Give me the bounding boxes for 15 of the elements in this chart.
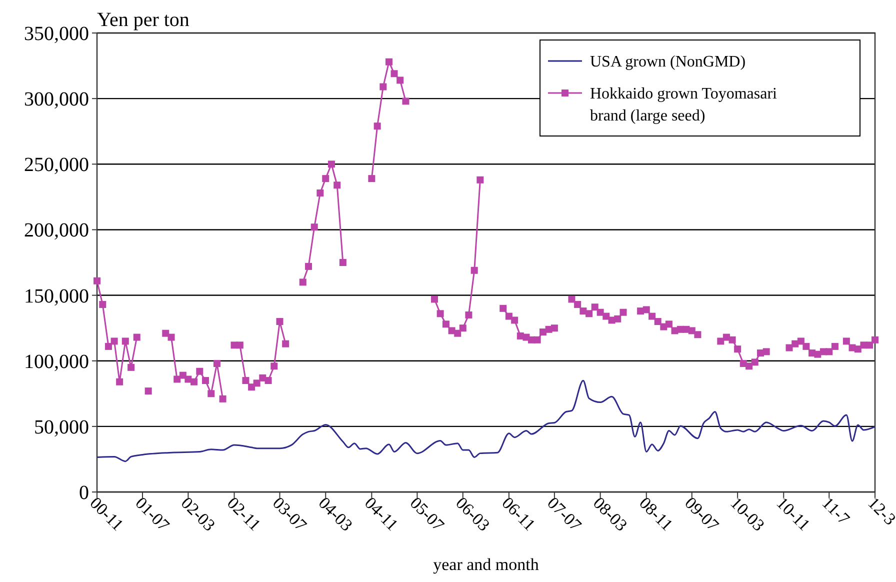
x-axis-title: year and month bbox=[433, 555, 540, 574]
legend-label: USA grown (NonGMD) bbox=[590, 54, 746, 71]
y-tick-label: 300,000 bbox=[24, 88, 89, 111]
y-tick-label: 150,000 bbox=[24, 285, 89, 308]
y-tick-label: 0 bbox=[79, 482, 89, 504]
y-axis-title: Yen per ton bbox=[97, 9, 190, 31]
x-tick-label: 11-7 bbox=[818, 493, 854, 529]
y-tick-label: 250,000 bbox=[24, 154, 89, 176]
x-tick-label: 12-3 bbox=[864, 493, 896, 529]
y-tick-label: 350,000 bbox=[24, 23, 89, 45]
y-tick-label: 200,000 bbox=[24, 220, 89, 242]
y-tick-label: 100,000 bbox=[24, 350, 89, 373]
y-tick-label: 50,000 bbox=[34, 416, 89, 438]
legend-label: Hokkaido grown Toyomasari brand (large seed) bbox=[590, 86, 778, 125]
line-series bbox=[96, 380, 876, 462]
